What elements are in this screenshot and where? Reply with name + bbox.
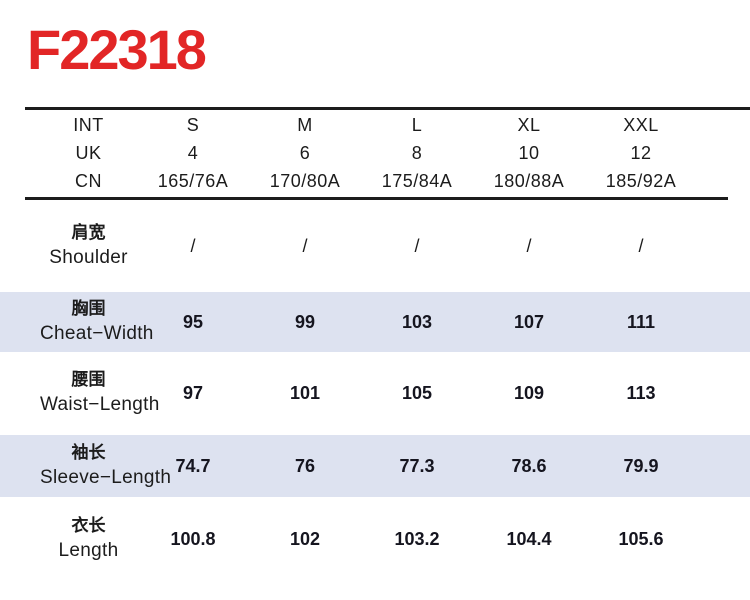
product-code: F22318 xyxy=(27,18,207,81)
size-cell: 185/92A xyxy=(605,170,677,191)
measurement-row-sleeve-length: 袖长 Sleeve−Length 74.7 76 77.3 78.6 79.9 xyxy=(0,435,750,497)
measurement-row-length: 衣长 Length 100.8 102 103.2 104.4 105.6 xyxy=(0,497,750,582)
label-en: Shoulder xyxy=(49,246,128,268)
size-header-row-uk: UK 4 6 8 10 12 xyxy=(0,139,750,167)
size-cell: 4 xyxy=(187,142,199,163)
size-cell: 6 xyxy=(299,142,311,163)
value-cell: 97 xyxy=(182,383,204,403)
value-cell: 103 xyxy=(401,311,433,332)
value-cell: 95 xyxy=(182,311,204,332)
label-en: Waist−Length xyxy=(40,394,160,416)
value-cell: 78.6 xyxy=(511,455,547,476)
size-cell: L xyxy=(411,114,423,135)
table-header-rule xyxy=(25,197,728,200)
value-cell: 99 xyxy=(294,311,316,332)
size-cell: S xyxy=(186,114,200,135)
measurement-label: 衣长 Length xyxy=(40,515,137,564)
value-cell: 105.6 xyxy=(618,529,664,549)
size-cell: 180/88A xyxy=(493,170,565,191)
value-cell: 111 xyxy=(626,311,656,332)
measurement-label: 胸围 Cheat−Width xyxy=(40,298,154,347)
measurement-row-waist-length: 腰围 Waist−Length 97 101 105 109 113 xyxy=(0,352,750,435)
size-header-row-int: INT S M L XL XXL xyxy=(0,111,750,139)
size-cell: XXL xyxy=(623,114,659,135)
measurement-label: 腰围 Waist−Length xyxy=(40,369,160,418)
measurement-row-shoulder: 肩宽 Shoulder / / / / / xyxy=(0,200,750,292)
value-cell: 77.3 xyxy=(399,455,435,476)
label-en: Sleeve−Length xyxy=(40,466,172,488)
measurement-label: 肩宽 Shoulder xyxy=(40,222,137,271)
size-cell: M xyxy=(297,114,313,135)
size-cell: 8 xyxy=(411,142,423,163)
measurement-rows: 肩宽 Shoulder / / / / / 胸围 Cheat−Width 95 … xyxy=(0,200,750,582)
size-cell: 170/80A xyxy=(269,170,341,191)
label-cn: 袖长 xyxy=(71,442,106,462)
value-cell: / xyxy=(302,235,308,256)
measurement-row-chest-width: 胸围 Cheat−Width 95 99 103 107 111 xyxy=(0,292,750,352)
value-cell: / xyxy=(526,235,532,256)
value-cell: 103.2 xyxy=(394,529,440,549)
value-cell: 101 xyxy=(289,383,321,403)
size-cell: 175/84A xyxy=(381,170,453,191)
size-cell: 12 xyxy=(630,142,652,163)
value-cell: 107 xyxy=(513,311,545,332)
value-cell: 100.8 xyxy=(170,529,216,549)
size-system-label: UK xyxy=(75,142,102,163)
value-cell: 74.7 xyxy=(175,455,211,476)
table-top-rule xyxy=(25,107,750,110)
size-system-label: CN xyxy=(75,170,102,191)
value-cell: / xyxy=(638,235,644,256)
measurement-label: 袖长 Sleeve−Length xyxy=(40,442,172,491)
value-cell: 79.9 xyxy=(623,455,659,476)
label-en: Length xyxy=(58,540,119,562)
size-system-label: INT xyxy=(73,114,104,135)
value-cell: 113 xyxy=(626,383,656,403)
size-cell: 10 xyxy=(518,142,540,163)
label-en: Cheat−Width xyxy=(40,322,154,344)
size-cell: XL xyxy=(517,114,541,135)
value-cell: 102 xyxy=(289,529,321,549)
label-cn: 衣长 xyxy=(71,516,106,536)
value-cell: 76 xyxy=(294,455,316,476)
value-cell: / xyxy=(190,235,196,256)
label-cn: 肩宽 xyxy=(71,222,106,242)
label-cn: 腰围 xyxy=(71,370,106,390)
size-cell: 165/76A xyxy=(157,170,229,191)
size-header: INT S M L XL XXL UK 4 6 8 10 12 CN 165/7… xyxy=(0,110,750,197)
value-cell: 109 xyxy=(513,383,545,403)
size-header-row-cn: CN 165/76A 170/80A 175/84A 180/88A 185/9… xyxy=(0,167,750,195)
value-cell: / xyxy=(414,235,420,256)
label-cn: 胸围 xyxy=(71,298,106,318)
value-cell: 104.4 xyxy=(506,529,552,549)
value-cell: 105 xyxy=(401,383,433,403)
